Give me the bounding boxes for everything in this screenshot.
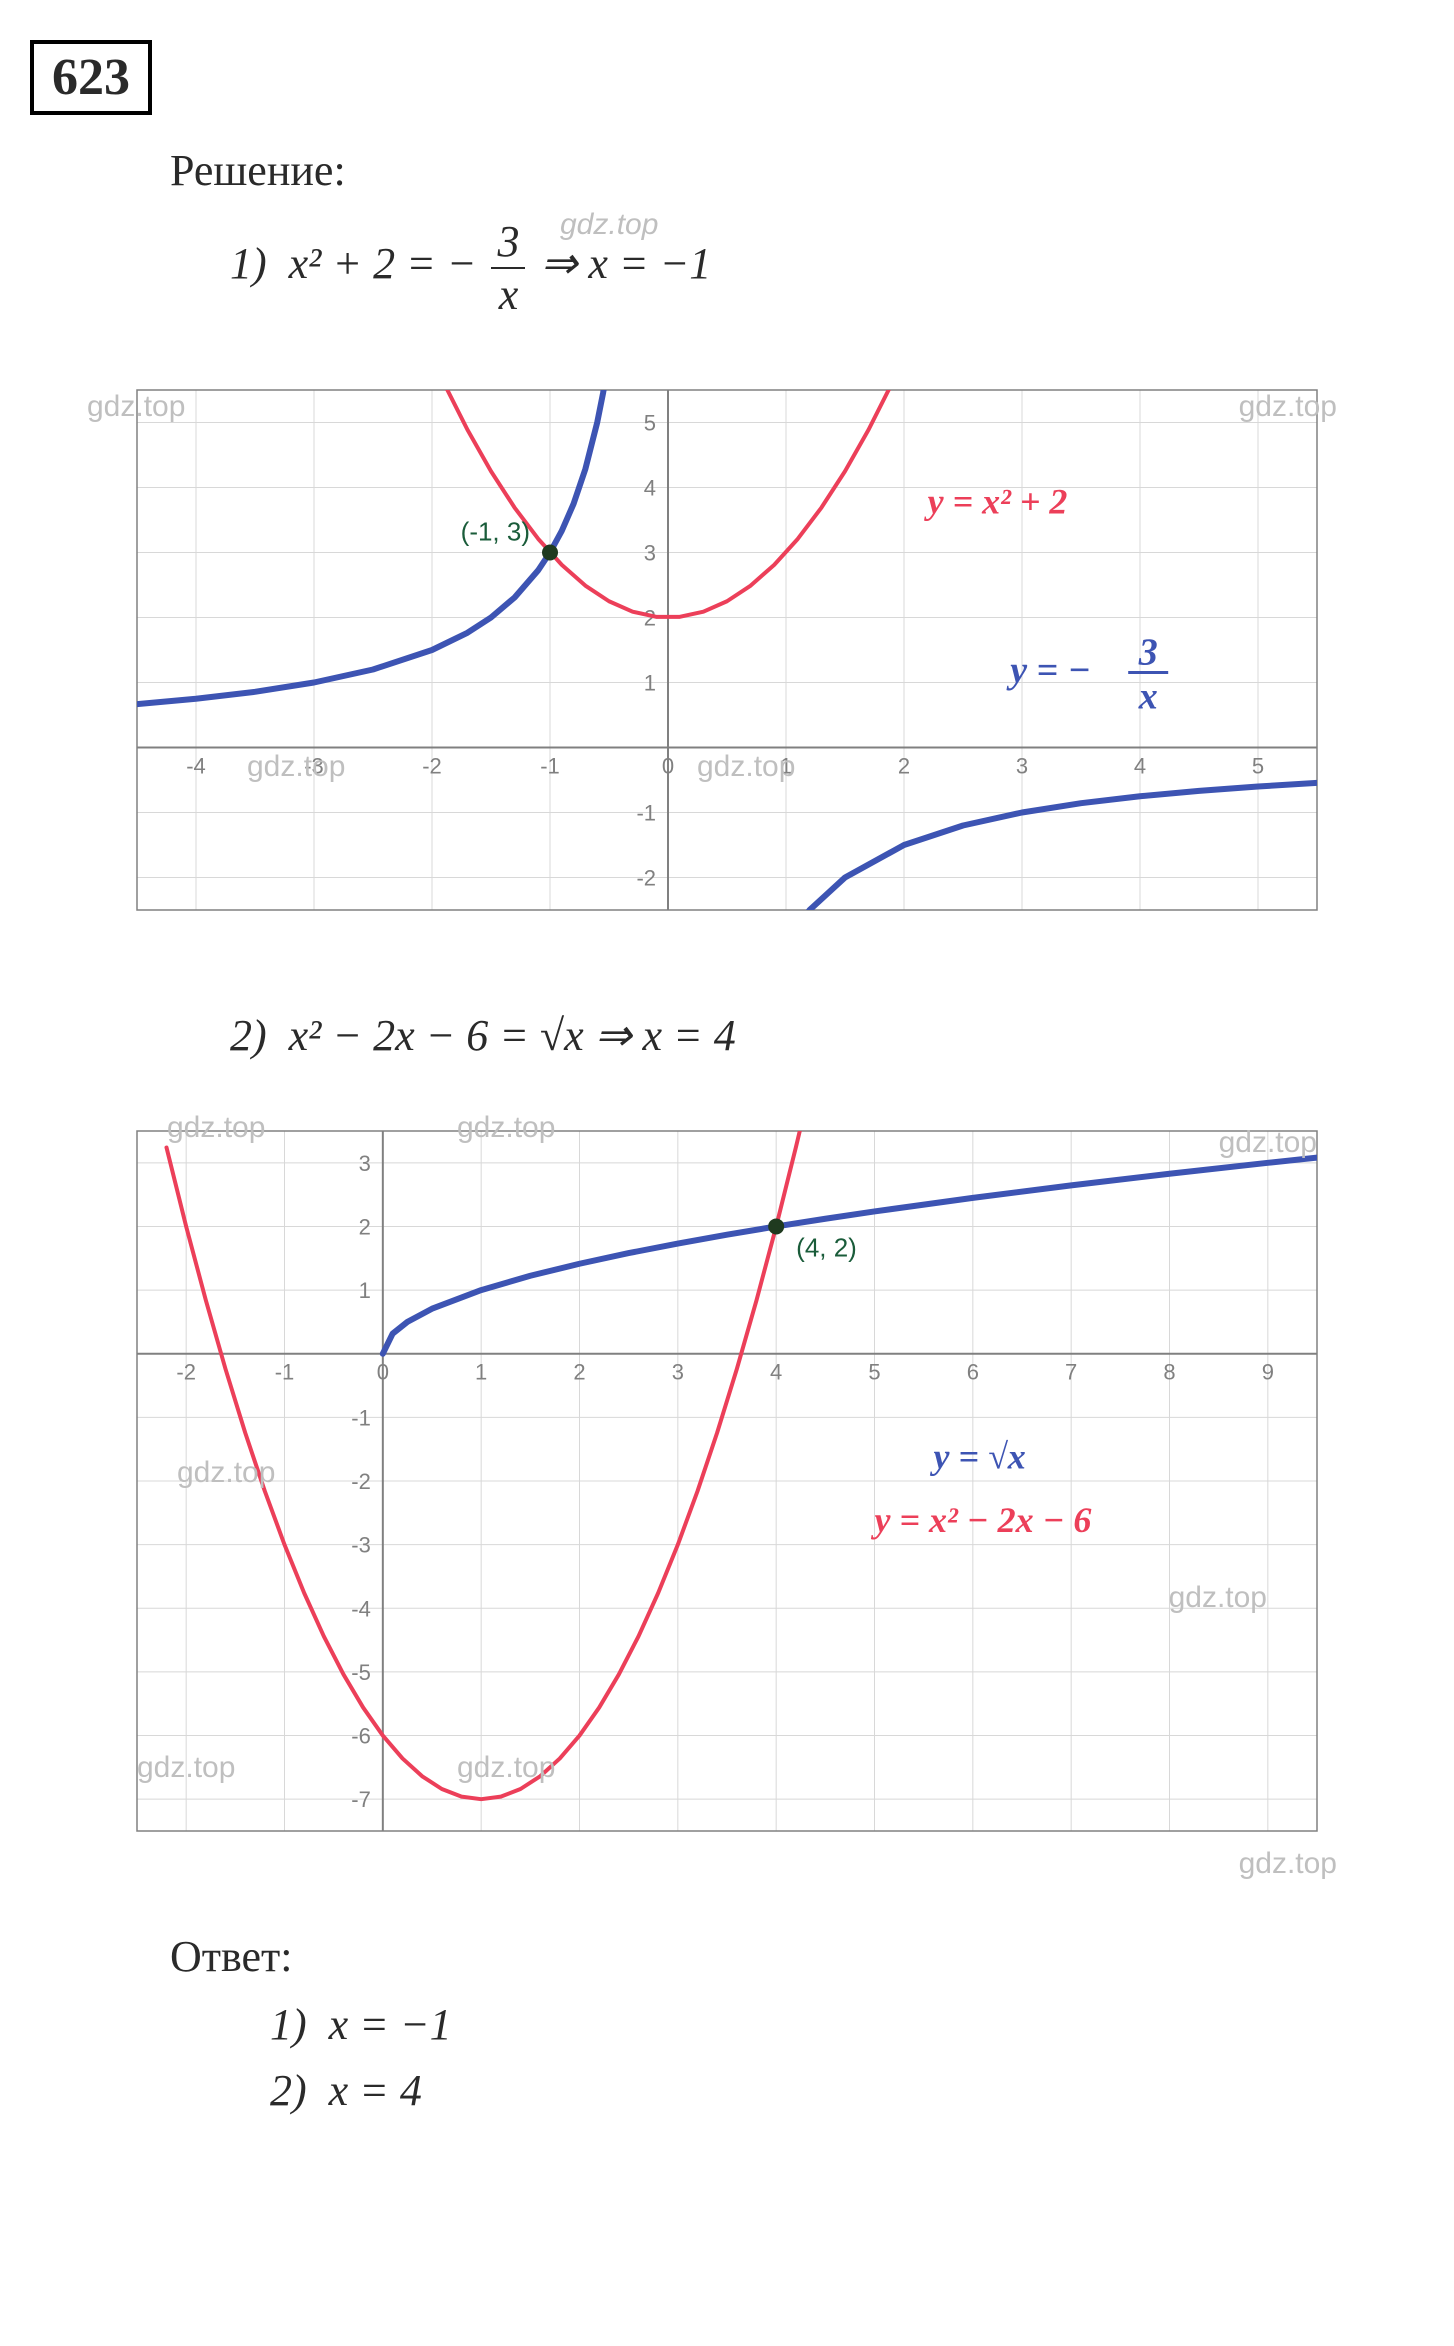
eq1-arrow: ⇒ <box>540 239 577 288</box>
svg-text:5: 5 <box>868 1360 880 1385</box>
watermark: gdz.top <box>560 208 658 242</box>
svg-text:3: 3 <box>359 1151 371 1176</box>
eq2-index: 2) <box>230 1011 267 1060</box>
svg-text:-2: -2 <box>351 1469 371 1494</box>
svg-text:4: 4 <box>644 476 656 501</box>
svg-text:y = √x: y = √x <box>930 1436 1026 1476</box>
svg-text:y = −: y = − <box>1006 650 1091 692</box>
problem-number-box: 623 <box>30 40 152 115</box>
eq1-rhs: x = −1 <box>588 239 711 288</box>
svg-text:-1: -1 <box>636 801 656 826</box>
eq1-frac-top: 3 <box>491 216 525 269</box>
svg-text:(-1, 3): (-1, 3) <box>461 517 530 547</box>
answer-1-val: x = −1 <box>329 2000 452 2049</box>
svg-text:-4: -4 <box>186 754 206 779</box>
answer-1-idx: 1) <box>270 2000 307 2049</box>
answer-2-idx: 2) <box>270 2066 307 2115</box>
eq2-full: x² − 2x − 6 = √x ⇒ x = 4 <box>289 1011 736 1060</box>
svg-text:y = x² − 2x − 6: y = x² − 2x − 6 <box>871 1500 1092 1540</box>
svg-text:1: 1 <box>644 671 656 696</box>
svg-text:-1: -1 <box>275 1360 295 1385</box>
svg-text:(4, 2): (4, 2) <box>796 1232 857 1262</box>
solution-heading: Решение: <box>170 145 1424 196</box>
svg-text:-2: -2 <box>636 866 656 891</box>
svg-text:2: 2 <box>573 1360 585 1385</box>
svg-text:3: 3 <box>644 541 656 566</box>
svg-text:-7: -7 <box>351 1787 371 1812</box>
svg-text:-4: -4 <box>351 1596 371 1621</box>
answer-1: 1) x = −1 <box>270 1992 1424 2058</box>
answer-2-val: x = 4 <box>329 2066 422 2115</box>
equation-1: 1) x² + 2 = − 3 x ⇒ x = −1 gdz.top <box>230 216 1424 320</box>
chart-2-container: -2-10123456789-7-6-5-4-3-2-1123y = √xy =… <box>77 1071 1377 1891</box>
svg-text:-3: -3 <box>304 754 324 779</box>
svg-text:-1: -1 <box>540 754 560 779</box>
svg-text:-5: -5 <box>351 1660 371 1685</box>
svg-text:-3: -3 <box>351 1533 371 1558</box>
svg-text:1: 1 <box>475 1360 487 1385</box>
answer-2: 2) x = 4 <box>270 2058 1424 2124</box>
svg-text:2: 2 <box>898 754 910 779</box>
chart-2: -2-10123456789-7-6-5-4-3-2-1123y = √xy =… <box>77 1071 1377 1891</box>
svg-text:3: 3 <box>672 1360 684 1385</box>
svg-text:2: 2 <box>359 1214 371 1239</box>
chart-1: -4-3-2-1012345-2-112345y = x² + 2y = −3x… <box>77 330 1377 970</box>
svg-text:-6: -6 <box>351 1724 371 1749</box>
eq1-fraction: 3 x <box>491 216 525 320</box>
eq1-lhs: x² + 2 <box>289 239 395 288</box>
svg-text:4: 4 <box>1134 754 1146 779</box>
svg-text:x: x <box>1138 676 1158 718</box>
svg-text:3: 3 <box>1016 754 1028 779</box>
svg-text:9: 9 <box>1262 1360 1274 1385</box>
svg-text:5: 5 <box>644 411 656 436</box>
svg-text:6: 6 <box>967 1360 979 1385</box>
svg-text:3: 3 <box>1138 632 1158 674</box>
svg-text:7: 7 <box>1065 1360 1077 1385</box>
equation-2: 2) x² − 2x − 6 = √x ⇒ x = 4 <box>230 1010 1424 1061</box>
svg-text:1: 1 <box>359 1278 371 1303</box>
svg-text:4: 4 <box>770 1360 782 1385</box>
svg-text:-2: -2 <box>422 754 442 779</box>
svg-text:1: 1 <box>780 754 792 779</box>
svg-text:0: 0 <box>662 754 674 779</box>
eq1-index: 1) <box>230 239 267 288</box>
chart-1-container: -4-3-2-1012345-2-112345y = x² + 2y = −3x… <box>77 330 1377 970</box>
svg-text:0: 0 <box>377 1360 389 1385</box>
svg-text:5: 5 <box>1252 754 1264 779</box>
eq1-frac-bot: x <box>491 269 525 320</box>
svg-text:-1: -1 <box>351 1405 371 1430</box>
svg-text:y = x² + 2: y = x² + 2 <box>924 482 1068 522</box>
problem-number: 623 <box>52 49 130 106</box>
eq1-mid: = − <box>406 239 476 288</box>
svg-text:-2: -2 <box>176 1360 196 1385</box>
svg-text:8: 8 <box>1163 1360 1175 1385</box>
answer-heading: Ответ: <box>170 1931 1424 1982</box>
